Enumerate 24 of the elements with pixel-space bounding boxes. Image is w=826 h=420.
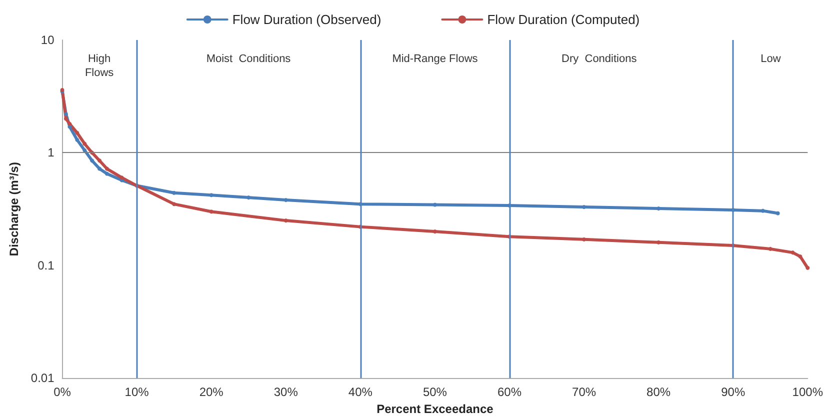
y-axis-title: Discharge (m³/s) — [7, 162, 21, 256]
annotation: Moist Conditions — [206, 53, 292, 65]
x-tick-label: 10% — [124, 385, 150, 400]
x-tick-label: 40% — [348, 385, 373, 400]
x-tick-label: 70% — [572, 385, 596, 400]
x-axis-title: Percent Exceedance — [376, 402, 494, 416]
x-tick-label: 80% — [646, 385, 671, 400]
y-tick-label: 10 — [40, 33, 55, 47]
annotation: Mid-Range Flows — [392, 53, 478, 65]
annotation: High Flows — [84, 53, 114, 79]
y-tick-label: 0.1 — [38, 258, 55, 272]
y-tick-label: 1 — [48, 146, 55, 160]
legend-label: Flow Duration (Observed) — [232, 12, 382, 27]
y-tick-label: 0.01 — [30, 371, 55, 386]
annotation: Dry Conditions — [562, 53, 638, 65]
x-tick-label: 30% — [274, 385, 298, 400]
x-tick-label: 90% — [721, 385, 746, 400]
x-tick-label: 20% — [199, 385, 224, 400]
x-tick-label: 60% — [497, 385, 522, 400]
x-tick-label: 0% — [54, 385, 72, 400]
x-tick-label: 50% — [422, 385, 448, 400]
x-tick-label: 100% — [792, 385, 824, 400]
annotation: Low — [760, 53, 781, 65]
legend-label: Flow Duration (Computed) — [487, 12, 640, 27]
